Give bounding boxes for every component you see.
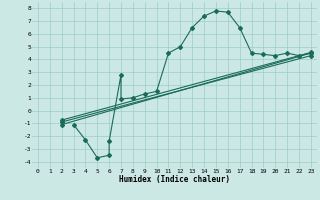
X-axis label: Humidex (Indice chaleur): Humidex (Indice chaleur): [119, 175, 230, 184]
